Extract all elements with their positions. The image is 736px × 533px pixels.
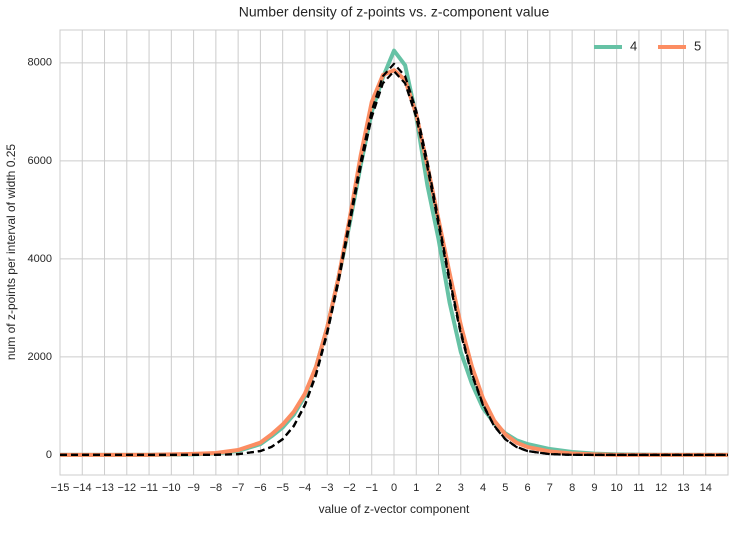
x-tick-label: 5 — [502, 482, 508, 494]
x-tick-label: 6 — [525, 482, 531, 494]
x-tick-label: −15 — [51, 482, 70, 494]
legend-label: 4 — [630, 38, 637, 53]
x-tick-label: 1 — [413, 482, 419, 494]
x-tick-label: 11 — [633, 482, 644, 494]
x-tick-label: 14 — [700, 482, 712, 494]
y-tick-label: 4000 — [28, 253, 52, 265]
x-tick-label: −10 — [162, 482, 181, 494]
plot-frame — [59, 29, 729, 476]
x-tick-label: −8 — [210, 482, 223, 494]
x-tick-label: 8 — [569, 482, 575, 494]
x-tick-label: −9 — [187, 482, 200, 494]
y-tick-label: 2000 — [28, 351, 52, 363]
chart-title: Number density of z-points vs. z-compone… — [239, 4, 550, 20]
x-tick-label: 2 — [435, 482, 441, 494]
x-tick-label: 12 — [655, 482, 667, 494]
x-tick-label: −2 — [343, 482, 356, 494]
y-axis-label: num of z-points per interval of width 0.… — [4, 144, 18, 360]
x-tick-label: 3 — [458, 482, 464, 494]
x-tick-label: 10 — [611, 482, 623, 494]
x-tick-label: 9 — [591, 482, 597, 494]
series-line — [60, 68, 728, 457]
x-tick-label: −3 — [321, 482, 334, 494]
legend-label: 5 — [694, 38, 701, 53]
x-tick-label: −4 — [299, 482, 312, 494]
series-line — [60, 70, 728, 457]
x-tick-label: −14 — [73, 482, 92, 494]
y-tick-label: 0 — [46, 449, 52, 461]
x-tick-label: −12 — [117, 482, 136, 494]
x-tick-label: −13 — [95, 482, 114, 494]
x-tick-label: 0 — [391, 482, 397, 494]
x-tick-label: 13 — [677, 482, 689, 494]
y-tick-label: 8000 — [28, 57, 52, 69]
x-tick-label: 7 — [547, 482, 553, 494]
x-tick-label: −6 — [254, 482, 267, 494]
x-tick-label: −1 — [365, 482, 378, 494]
x-tick-label: −11 — [140, 482, 158, 494]
x-tick-label: 4 — [480, 482, 486, 494]
x-axis-label: value of z-vector component — [319, 502, 470, 516]
x-tick-label: −5 — [276, 482, 289, 494]
x-tick-label: −7 — [232, 482, 245, 494]
y-tick-label: 6000 — [28, 155, 52, 167]
